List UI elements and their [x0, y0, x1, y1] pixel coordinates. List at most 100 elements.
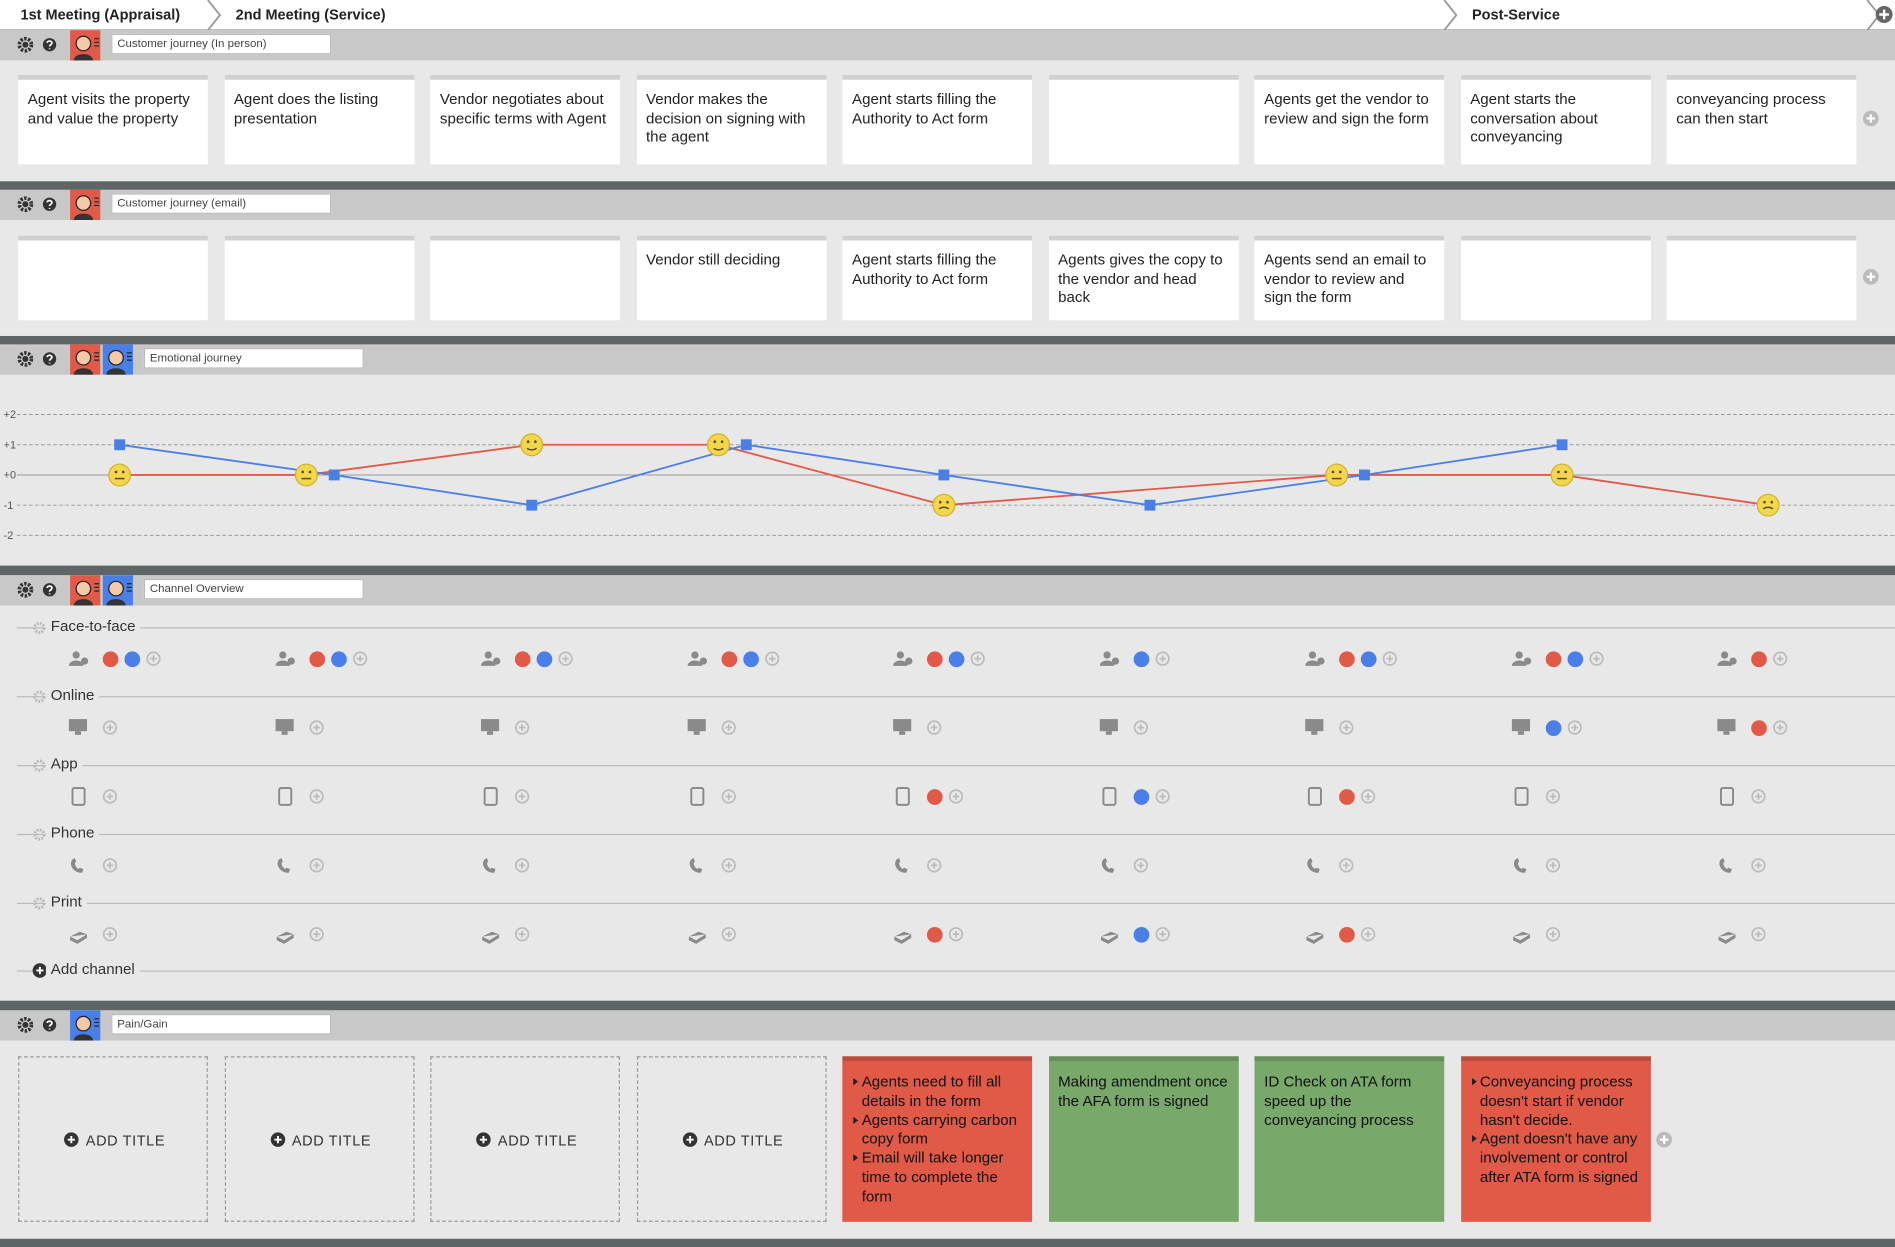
pain-card[interactable]: Agents need to fill all details in the f… — [842, 1056, 1033, 1222]
add-persona-button[interactable] — [1751, 927, 1766, 942]
add-persona-button[interactable] — [1545, 927, 1560, 942]
gain-card[interactable]: Making amendment once the AFA form is si… — [1048, 1056, 1239, 1222]
add-persona-button[interactable] — [1360, 789, 1376, 804]
help-button[interactable] — [42, 37, 57, 52]
section-title-input[interactable]: Customer journey (email) — [111, 193, 332, 214]
add-persona-button[interactable] — [102, 720, 118, 735]
stage-label[interactable]: Post-Service — [1472, 6, 1560, 23]
add-persona-button[interactable] — [308, 858, 324, 873]
section-title-input[interactable]: Emotional journey — [143, 348, 364, 369]
journey-card[interactable]: Vendor negotiates about specific terms w… — [430, 74, 620, 165]
journey-card[interactable]: Agent visits the property and value the … — [18, 74, 208, 165]
add-persona-button[interactable] — [721, 858, 736, 873]
add-persona-button[interactable] — [721, 720, 736, 735]
add-persona-button[interactable] — [514, 789, 530, 804]
journey-card[interactable] — [18, 235, 208, 321]
journey-card[interactable]: Agent starts filling the Authority to Ac… — [842, 235, 1033, 321]
channel-settings[interactable] — [33, 690, 46, 703]
add-persona-button[interactable] — [1382, 651, 1398, 666]
add-persona-button[interactable] — [1773, 651, 1788, 666]
journey-card[interactable]: Agent does the listing presentation — [224, 74, 414, 165]
add-persona-button[interactable] — [721, 789, 736, 804]
add-title-card[interactable]: ADD TITLE — [18, 1056, 208, 1222]
add-title-card[interactable]: ADD TITLE — [636, 1056, 827, 1222]
add-persona-button[interactable] — [558, 651, 573, 666]
pain-card[interactable]: Conveyancing process doesn't start if ve… — [1460, 1056, 1651, 1222]
channel-settings[interactable] — [33, 897, 46, 910]
add-persona-button[interactable] — [102, 858, 118, 873]
add-button[interactable] — [1656, 1131, 1673, 1148]
channel-settings[interactable] — [33, 828, 46, 841]
add-persona-button[interactable] — [948, 927, 964, 942]
journey-card[interactable] — [224, 235, 414, 321]
add-persona-button[interactable] — [514, 720, 530, 735]
add-persona-button[interactable] — [927, 720, 942, 735]
add-persona-button[interactable] — [1133, 858, 1148, 873]
settings-button[interactable] — [17, 36, 34, 53]
journey-card[interactable]: Agents gives the copy to the vendor and … — [1048, 235, 1239, 321]
settings-button[interactable] — [17, 196, 34, 213]
channel-settings[interactable] — [33, 621, 46, 634]
journey-card[interactable]: Agents send an email to vendor to review… — [1254, 235, 1445, 321]
add-persona-button[interactable] — [1751, 858, 1766, 873]
add-stage-button[interactable] — [1874, 5, 1893, 24]
add-channel-label[interactable]: Add channel — [45, 960, 140, 978]
settings-button[interactable] — [17, 350, 34, 367]
add-persona-button[interactable] — [1751, 789, 1766, 804]
add-persona-button[interactable] — [1545, 858, 1560, 873]
journey-card[interactable] — [1460, 235, 1651, 321]
channel-settings[interactable] — [33, 759, 46, 772]
journey-card[interactable]: Agents get the vendor to review and sign… — [1254, 74, 1445, 165]
add-persona-button[interactable] — [927, 858, 942, 873]
section-title-input[interactable]: Customer journey (In person) — [111, 33, 332, 55]
journey-card[interactable] — [1666, 235, 1857, 321]
add-persona-button[interactable] — [1339, 720, 1354, 735]
help-button[interactable] — [42, 352, 57, 367]
add-persona-button[interactable] — [1360, 927, 1376, 942]
add-channel-icon[interactable] — [32, 963, 48, 978]
help-button[interactable] — [42, 197, 57, 212]
stage-label[interactable]: 1st Meeting (Appraisal) — [20, 6, 181, 23]
add-persona-button[interactable] — [1567, 720, 1582, 735]
journey-card[interactable]: conveyancing process can then start — [1666, 74, 1857, 165]
add-title-card[interactable]: ADD TITLE — [224, 1056, 414, 1222]
add-persona-button[interactable] — [1154, 927, 1170, 942]
section-title-input[interactable]: Pain/Gain — [111, 1013, 332, 1035]
add-persona-button[interactable] — [1545, 789, 1560, 804]
add-persona-button[interactable] — [102, 927, 118, 942]
journey-card[interactable] — [430, 235, 620, 321]
add-persona-button[interactable] — [146, 651, 161, 666]
settings-button[interactable] — [17, 1016, 34, 1033]
add-persona-button[interactable] — [970, 651, 985, 666]
add-persona-button[interactable] — [308, 789, 324, 804]
add-persona-button[interactable] — [1154, 789, 1170, 804]
add-persona-button[interactable] — [308, 927, 324, 942]
journey-card[interactable]: Agent starts filling the Authority to Ac… — [842, 74, 1033, 165]
add-persona-button[interactable] — [721, 927, 736, 942]
settings-button[interactable] — [17, 581, 34, 598]
add-persona-button[interactable] — [948, 789, 964, 804]
add-persona-button[interactable] — [1339, 858, 1354, 873]
add-persona-button[interactable] — [1588, 651, 1604, 666]
add-button[interactable] — [1862, 110, 1879, 127]
add-persona-button[interactable] — [1773, 720, 1788, 735]
gain-card[interactable]: ID Check on ATA form speed up the convey… — [1254, 1056, 1445, 1222]
add-title-card[interactable]: ADD TITLE — [430, 1056, 620, 1222]
add-button[interactable] — [1862, 268, 1879, 285]
add-persona-button[interactable] — [1154, 651, 1170, 666]
add-persona-button[interactable] — [308, 720, 324, 735]
add-persona-button[interactable] — [514, 858, 530, 873]
add-persona-button[interactable] — [352, 651, 367, 666]
journey-card[interactable] — [1048, 74, 1239, 165]
add-persona-button[interactable] — [102, 789, 118, 804]
add-persona-button[interactable] — [1133, 720, 1148, 735]
journey-card[interactable]: Vendor still deciding — [636, 235, 827, 321]
add-persona-button[interactable] — [764, 651, 779, 666]
stage-label[interactable]: 2nd Meeting (Service) — [235, 6, 386, 23]
journey-card[interactable]: Agent starts the conversation about conv… — [1460, 74, 1651, 165]
journey-card[interactable]: Vendor makes the decision on signing wit… — [636, 74, 827, 165]
help-button[interactable] — [42, 583, 57, 598]
help-button[interactable] — [42, 1018, 57, 1033]
add-persona-button[interactable] — [514, 927, 530, 942]
section-title-input[interactable]: Channel Overview — [143, 578, 364, 600]
